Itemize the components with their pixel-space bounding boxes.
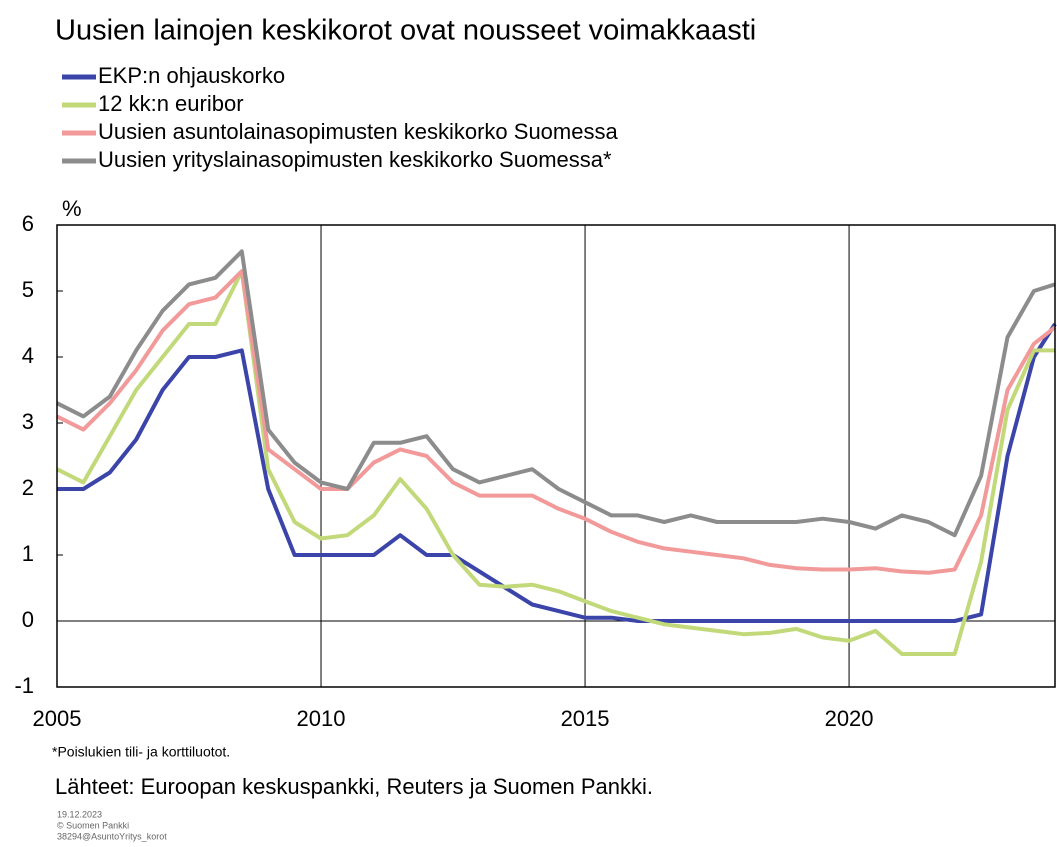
legend-label: Uusien asuntolainasopimusten keskikorko …	[98, 119, 618, 144]
y-tick-label: 5	[22, 277, 34, 302]
meta-copyright: © Suomen Pankki	[57, 820, 129, 830]
x-tick-label: 2015	[561, 706, 610, 731]
legend-label: EKP:n ohjauskorko	[98, 63, 285, 88]
y-tick-label: 3	[22, 409, 34, 434]
y-tick-label: 0	[22, 607, 34, 632]
meta-date: 19.12.2023	[57, 809, 102, 819]
series-line	[56, 269, 1057, 575]
series-line	[56, 269, 1055, 656]
y-tick-label: 6	[22, 211, 34, 236]
meta-id: 38294@AsuntoYritys_korot	[57, 831, 167, 841]
legend-label: 12 kk:n euribor	[98, 91, 244, 116]
source: Lähteet: Euroopan keskuspankki, Reuters …	[55, 774, 653, 799]
x-tick-label: 2020	[825, 706, 874, 731]
footnote: *Poislukien tili- ja korttiluotot.	[52, 744, 230, 760]
x-tick-label: 2005	[33, 706, 82, 731]
chart-title: Uusien lainojen keskikorot ovat nousseet…	[55, 15, 756, 47]
plot-frame	[56, 224, 1056, 688]
y-tick-label: 1	[22, 541, 34, 566]
series-line	[56, 249, 1056, 538]
x-tick-label: 2010	[297, 706, 346, 731]
y-axis-label: %	[62, 196, 82, 221]
y-tick-label: -1	[14, 673, 34, 698]
series-line	[57, 322, 1057, 623]
y-tick-label: 2	[22, 475, 34, 500]
y-tick-label: 4	[22, 343, 34, 368]
legend-label: Uusien yrityslainasopimusten keskikorko …	[98, 147, 612, 172]
